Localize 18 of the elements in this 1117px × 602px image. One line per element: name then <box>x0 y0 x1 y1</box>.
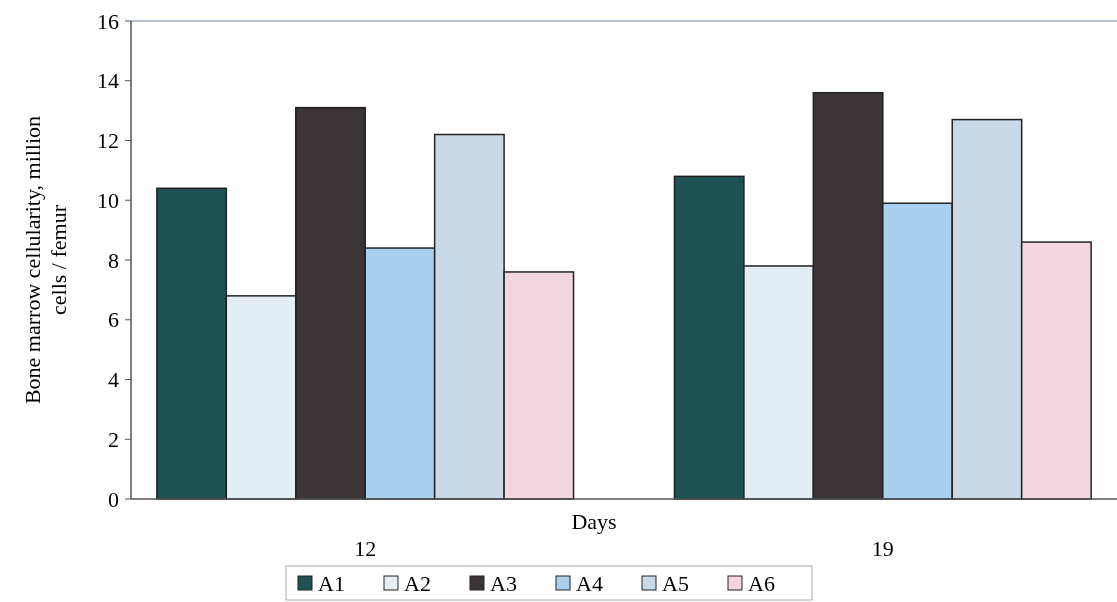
y-tick-label: 12 <box>97 128 119 154</box>
y-tick-label: 16 <box>97 8 119 34</box>
y-tick-label: 6 <box>108 307 119 333</box>
legend-label: A1 <box>318 570 345 596</box>
y-tick-label: 2 <box>108 426 119 452</box>
y-tick-label: 8 <box>108 247 119 273</box>
legend-label: A2 <box>404 570 431 596</box>
x-tick-label: 19 <box>871 536 894 561</box>
y-tick-label: 4 <box>108 367 119 393</box>
y-axis-title: Bone marrow cellularity, million cells / femur <box>20 115 71 405</box>
y-tick-label: 14 <box>97 68 119 94</box>
y-tick-label: 0 <box>108 486 119 512</box>
y-tick-label: 10 <box>97 187 119 213</box>
legend-label: A5 <box>662 570 689 596</box>
legend-label: A4 <box>576 570 603 596</box>
legend-label: A3 <box>490 570 517 596</box>
x-axis-title: Days <box>571 509 617 534</box>
legend-label: A6 <box>748 570 775 596</box>
